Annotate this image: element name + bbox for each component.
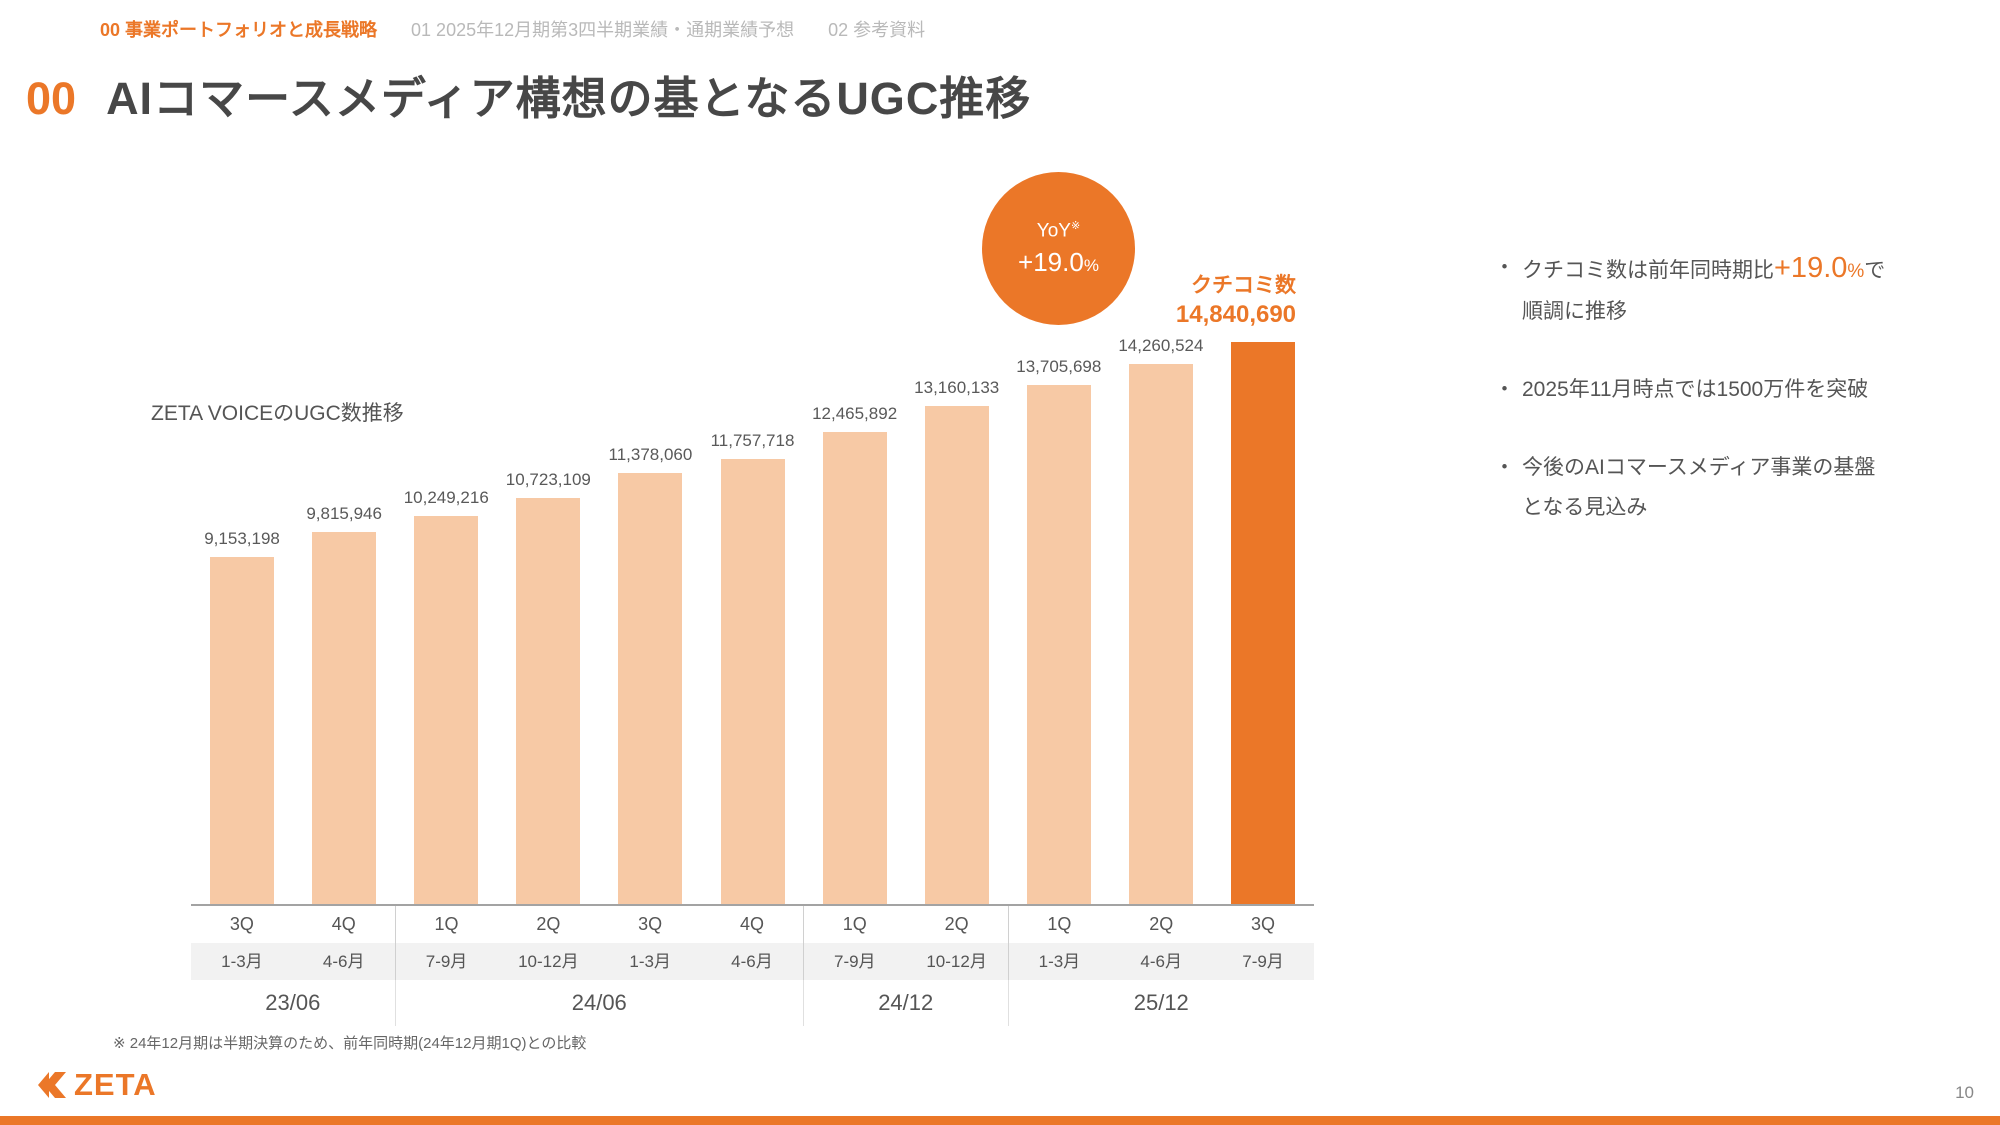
- bar-highlighted: [1230, 342, 1295, 904]
- bar: [1026, 385, 1091, 904]
- bar-column: 9,815,946: [293, 318, 395, 904]
- quarter-label: 1Q: [842, 914, 867, 934]
- fiscal-year-axis-row: 23/06 24/06 24/12 25/12: [191, 980, 1314, 1026]
- quarter-label: 3Q: [1251, 914, 1276, 934]
- month-label: 7-9月: [833, 952, 876, 971]
- month-axis-row: 1-3月 4-6月 7-9月 10-12月 1-3月 4-6月 7-9月 10-12月 1-3月…: [191, 943, 1314, 980]
- bar-column: 9,153,198: [191, 318, 293, 904]
- quarter-label: 4Q: [293, 906, 396, 943]
- bar: [516, 498, 581, 904]
- month-label: 10-12月: [518, 952, 579, 971]
- fiscal-year-label: 24/06: [396, 980, 804, 1026]
- fiscal-year-label: 25/12: [1133, 990, 1189, 1015]
- bar-value-label: 11,378,060: [608, 445, 693, 464]
- quarter-label: 1Q: [434, 914, 459, 934]
- bar: [618, 473, 683, 904]
- bar-value-label: 10,723,109: [505, 470, 591, 489]
- section-number: 00: [26, 73, 77, 124]
- yoy-badge-value: +19.0%: [1018, 246, 1099, 277]
- bar-column: クチコミ数 14,840,690: [1176, 274, 1314, 904]
- bar: [210, 557, 275, 904]
- bar: [312, 532, 377, 904]
- quarter-label: 3Q: [229, 914, 254, 934]
- bullet-marker: ・: [1494, 256, 1515, 279]
- quarter-label: 4Q: [701, 906, 804, 943]
- quarter-axis-row: 3Q 4Q 1Q 2Q 3Q 4Q 1Q 2Q 1Q 2Q 3Q: [191, 906, 1314, 943]
- month-label: 7-9月: [1242, 952, 1284, 971]
- note-text: クチコミ数は前年同時期比+19.0%で 順調に推移: [1522, 252, 1886, 323]
- quarter-label: 2Q: [536, 914, 561, 934]
- bar-column: 10,249,216: [395, 318, 497, 904]
- bar-column: 13,160,133: [906, 318, 1008, 904]
- month-label: 1-3月: [221, 952, 263, 971]
- quarter-label: 1Q: [1047, 914, 1072, 934]
- note-text: 2025年11月時点では1500万件を突破: [1522, 378, 1869, 401]
- zeta-logo-icon: [38, 1072, 66, 1098]
- bar-value-label: 10,249,216: [403, 488, 489, 507]
- bar-value-label: 9,815,946: [306, 504, 382, 523]
- chart-title: ZETA VOICEのUGC数推移: [151, 402, 404, 425]
- bullet-marker: ・: [1494, 378, 1515, 401]
- tab-reference[interactable]: 02 参考資料: [828, 20, 926, 40]
- bar-value-label: 13,705,698: [1016, 357, 1102, 376]
- bar: [414, 516, 479, 904]
- note-text: 今後のAIコマースメディア事業の基盤 となる見込み: [1522, 456, 1876, 519]
- ugc-bar-chart: 9,153,198 9,815,946 10,249,216 10,723,109 11…: [191, 274, 1314, 1026]
- month-label: 4-6月: [293, 943, 396, 980]
- month-label: 1-3月: [1038, 952, 1081, 971]
- bullet-marker: ・: [1494, 456, 1515, 479]
- top-nav: 00 事業ポートフォリオと成長戦略 01 2025年12月期第3四半期業績・通期…: [100, 16, 925, 42]
- bar: [720, 459, 785, 904]
- bar-column: 11,757,718: [701, 318, 803, 904]
- month-label: 10-12月: [906, 943, 1009, 980]
- note-item-15m: ・ 2025年11月時点では1500万件を突破: [1494, 370, 1954, 410]
- note-item-ai-commerce: ・ 今後のAIコマースメディア事業の基盤 となる見込み: [1494, 448, 1954, 528]
- quarter-label: 2Q: [1149, 914, 1174, 934]
- bar-value-label: 14,260,524: [1118, 336, 1204, 355]
- yoy-badge-label: YoY※: [1036, 220, 1081, 242]
- bar-value-label: 9,153,198: [204, 529, 280, 548]
- zeta-logo-text: ZETA: [74, 1067, 157, 1102]
- yoy-badge: YoY※ +19.0%: [982, 172, 1135, 325]
- highlight-value-label: クチコミ数 14,840,690: [1175, 273, 1297, 328]
- footnote-marker: ※: [1070, 220, 1081, 233]
- bar-column: 11,378,060: [599, 318, 701, 904]
- fiscal-year-label: 23/06: [191, 980, 396, 1026]
- zeta-logo: ZETA: [36, 1067, 157, 1103]
- month-label: 7-9月: [425, 952, 468, 971]
- plot-area: 9,153,198 9,815,946 10,249,216 10,723,109 11…: [191, 274, 1314, 906]
- page-title: 00 AIコマースメディア構想の基となるUGC推移: [26, 62, 1031, 127]
- bar: [1128, 364, 1193, 904]
- bottom-accent-bar: [0, 1116, 2000, 1125]
- page-title-text: AIコマースメディア構想の基となるUGC推移: [106, 73, 1032, 124]
- note-item-yoy: ・ クチコミ数は前年同時期比+19.0%で 順調に推移: [1494, 248, 1954, 332]
- quarter-label: 2Q: [906, 906, 1009, 943]
- bar-value-label: 13,160,133: [914, 378, 1000, 397]
- bar-column: 14,260,524: [1110, 318, 1212, 904]
- month-label: 1-3月: [629, 952, 671, 971]
- bar-value-label: 11,757,718: [710, 431, 795, 450]
- month-label: 4-6月: [701, 943, 804, 980]
- bar: [924, 406, 989, 904]
- bar: [822, 432, 887, 904]
- quarter-label: 3Q: [638, 914, 663, 934]
- notes-panel: ・ クチコミ数は前年同時期比+19.0%で 順調に推移 ・ 2025年11月時点…: [1494, 248, 1954, 566]
- bar-column: 13,705,698: [1008, 318, 1110, 904]
- tab-business-portfolio[interactable]: 00 事業ポートフォリオと成長戦略: [100, 20, 378, 40]
- bar-column: 12,465,892: [804, 318, 906, 904]
- bar-value-label: 12,465,892: [812, 404, 898, 423]
- tab-q3-results[interactable]: 01 2025年12月期第3四半期業績・通期業績予想: [411, 20, 795, 40]
- page-number: 10: [1955, 1083, 1974, 1102]
- chart-footnote: ※ 24年12月期は半期決算のため、前年同時期(24年12月期1Q)との比較: [113, 1035, 587, 1052]
- month-label: 4-6月: [1140, 952, 1182, 971]
- bar-column: 10,723,109: [497, 318, 599, 904]
- fiscal-year-label: 24/12: [804, 980, 1009, 1026]
